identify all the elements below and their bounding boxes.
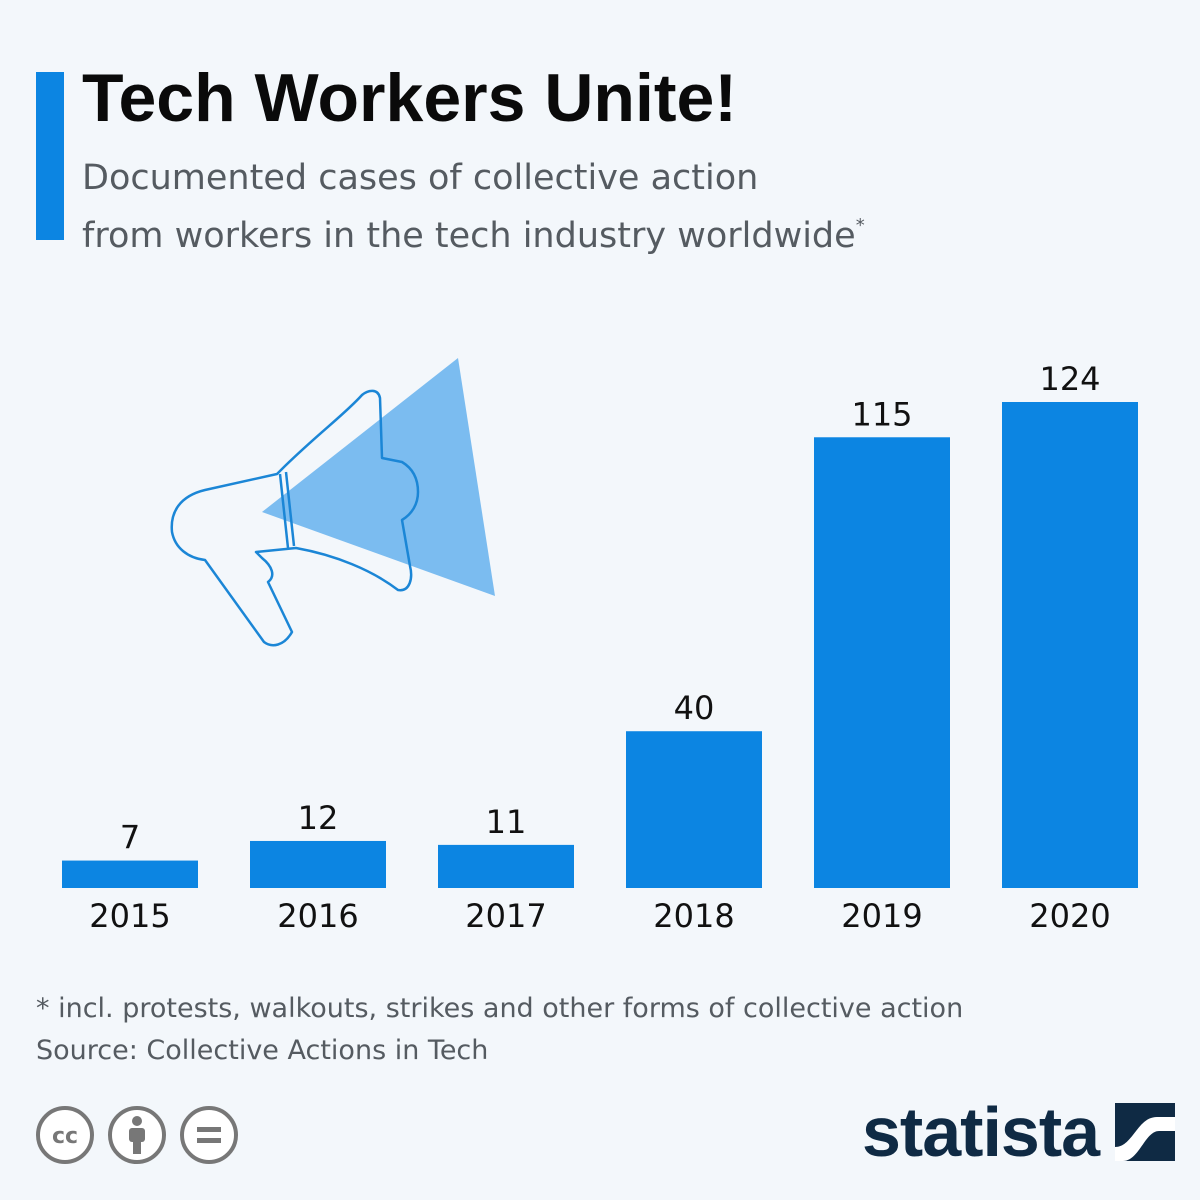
page-title: Tech Workers Unite!: [82, 60, 737, 136]
subtitle-line-2: from workers in the tech industry worldw…: [82, 202, 1162, 260]
value-label-2018: 40: [674, 689, 715, 727]
title-accent-bar: [36, 72, 64, 240]
bar-2015: [62, 860, 198, 888]
bars-layer: 7 2015 12 2016 11 2017 40 2018 115 2019 124 2020: [62, 360, 1138, 935]
cc-icon[interactable]: cc: [36, 1106, 94, 1164]
source-text: Source: Collective Actions in Tech: [36, 1035, 489, 1066]
subtitle-footnote-mark: *: [855, 215, 865, 236]
x-tick-label-2016: 2016: [277, 897, 358, 935]
x-tick-label-2015: 2015: [89, 897, 170, 935]
statista-logo[interactable]: statista: [862, 1092, 1176, 1172]
x-tick-label-2018: 2018: [653, 897, 734, 935]
value-label-2020: 124: [1039, 360, 1100, 398]
megaphone-sound-cone: [262, 358, 495, 596]
no-derivatives-icon[interactable]: [180, 1106, 238, 1164]
x-tick-label-2019: 2019: [841, 897, 922, 935]
bar-2017: [438, 844, 574, 888]
bar-2018: [626, 731, 762, 888]
svg-text:cc: cc: [52, 1124, 78, 1149]
bar-2016: [250, 840, 386, 888]
attribution-icon[interactable]: [108, 1106, 166, 1164]
license-icons: cc: [36, 1106, 238, 1164]
value-label-2019: 115: [851, 395, 912, 433]
statista-logo-icon: [1115, 1103, 1176, 1161]
megaphone-illustration: [170, 358, 495, 647]
value-label-2017: 11: [486, 803, 527, 841]
bar-2019: [814, 437, 950, 888]
footnote-text: * incl. protests, walkouts, strikes and …: [36, 993, 964, 1024]
megaphone-outline: [170, 389, 420, 647]
x-tick-label-2020: 2020: [1029, 897, 1110, 935]
subtitle-line-1: Documented cases of collective action: [82, 158, 759, 198]
value-label-2015: 7: [120, 819, 140, 857]
value-label-2016: 12: [298, 799, 339, 837]
x-tick-label-2017: 2017: [465, 897, 546, 935]
footnote-block: * incl. protests, walkouts, strikes and …: [36, 988, 963, 1072]
statista-wordmark: statista: [862, 1093, 1100, 1171]
subtitle-line-2-text: from workers in the tech industry worldw…: [82, 216, 856, 256]
page-subtitle: Documented cases of collective action fr…: [82, 154, 1162, 260]
bar-chart: 7 2015 12 2016 11 2017 40 2018 115 2019 124 2020: [62, 358, 1138, 935]
bar-2020: [1002, 402, 1138, 888]
